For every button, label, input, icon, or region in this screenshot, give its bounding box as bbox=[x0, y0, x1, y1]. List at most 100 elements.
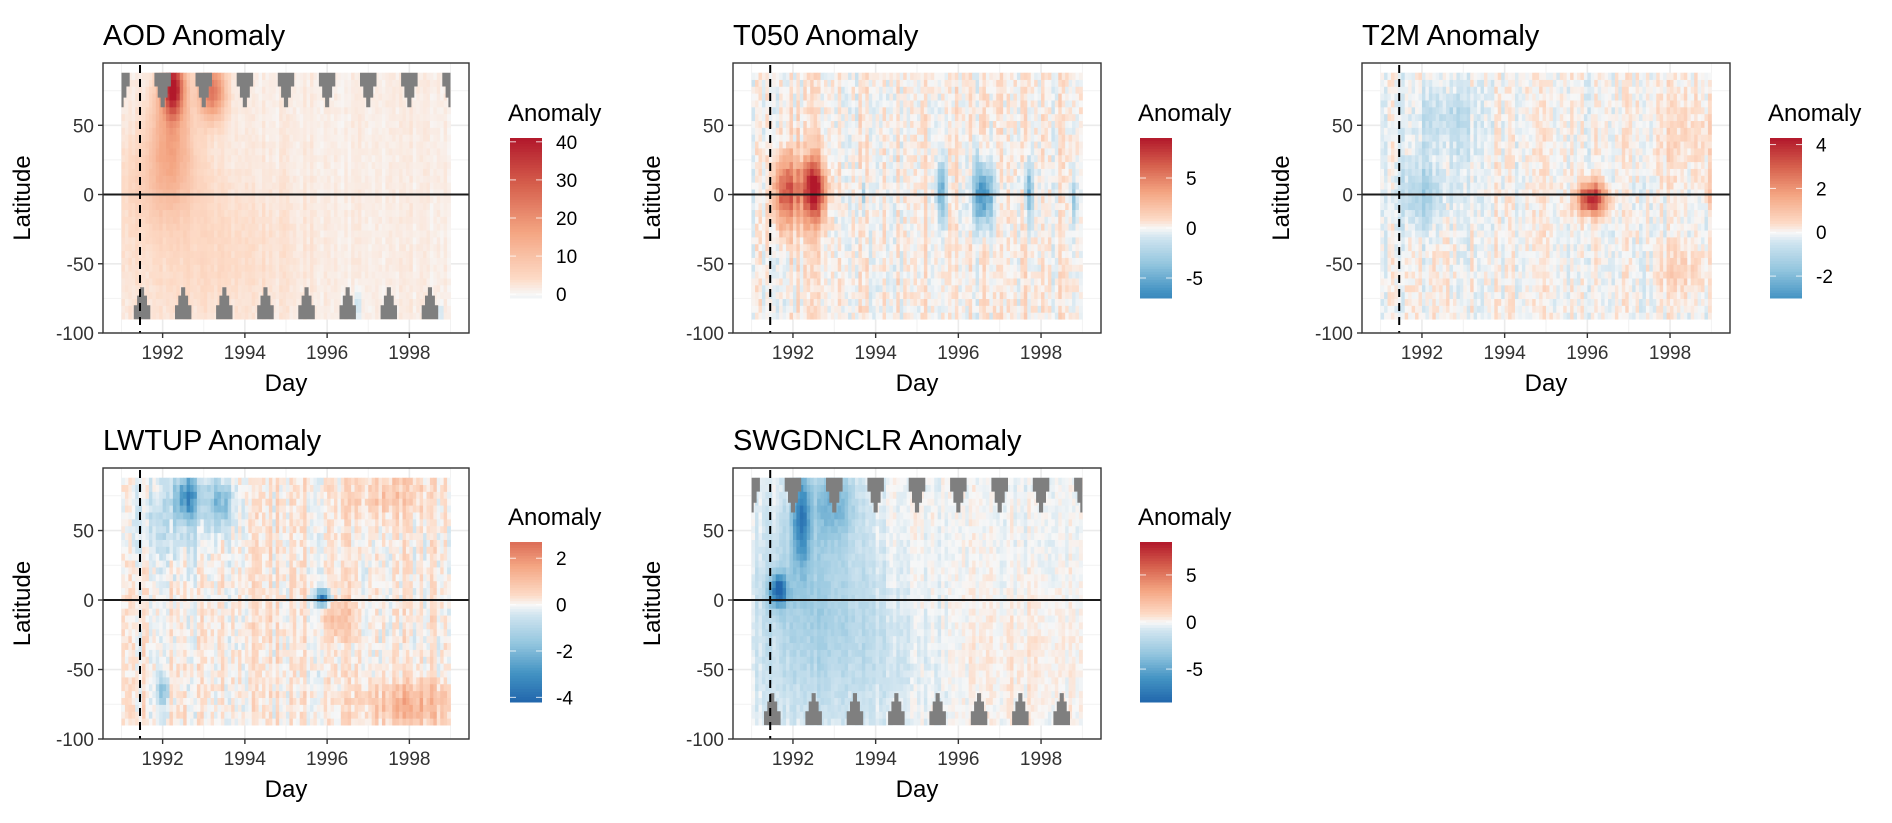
heatmap-cell bbox=[779, 278, 784, 286]
heatmap-cell bbox=[241, 284, 246, 293]
heatmap-cell bbox=[882, 284, 887, 293]
heatmap-cell bbox=[385, 79, 390, 87]
heatmap-cell bbox=[786, 195, 790, 204]
heatmap-cell bbox=[238, 202, 242, 211]
heatmap-cell bbox=[275, 209, 280, 217]
heatmap-cell bbox=[364, 113, 369, 122]
heatmap-cell bbox=[159, 250, 164, 258]
heatmap-cell bbox=[159, 195, 164, 204]
heatmap-cell bbox=[786, 113, 790, 122]
heatmap-cell bbox=[333, 291, 338, 300]
heatmap-cell bbox=[395, 216, 400, 224]
heatmap-cell bbox=[159, 148, 164, 156]
heatmap-cell bbox=[782, 291, 787, 300]
heatmap-cell bbox=[378, 100, 383, 108]
heatmap-cell bbox=[292, 216, 297, 224]
heatmap-cell bbox=[214, 264, 218, 272]
heatmap-cell bbox=[388, 230, 393, 238]
heatmap-cell bbox=[238, 230, 242, 238]
heatmap-cell bbox=[806, 230, 811, 238]
heatmap-cell bbox=[135, 257, 140, 265]
heatmap-cell bbox=[381, 134, 386, 142]
heatmap-cell bbox=[872, 161, 877, 169]
heatmap-cell bbox=[879, 250, 883, 258]
heatmap-cell bbox=[333, 250, 338, 258]
heatmap-cell bbox=[872, 93, 877, 101]
heatmap-cell bbox=[409, 113, 414, 122]
heatmap-cell bbox=[868, 284, 873, 293]
heatmap-cell bbox=[364, 154, 369, 163]
heatmap-cell bbox=[268, 93, 273, 101]
heatmap-cell bbox=[217, 148, 222, 156]
heatmap-cell bbox=[227, 113, 232, 122]
heatmap-cell bbox=[810, 223, 815, 231]
heatmap-cell bbox=[820, 72, 825, 80]
heatmap-cell bbox=[405, 278, 410, 286]
heatmap-cell bbox=[861, 312, 866, 320]
heatmap-cell bbox=[440, 182, 445, 190]
heatmap-cell bbox=[148, 264, 153, 272]
heatmap-cell bbox=[203, 175, 208, 183]
heatmap-cell bbox=[813, 209, 818, 217]
heatmap-cell bbox=[882, 257, 887, 265]
heatmap-cell bbox=[440, 264, 445, 272]
heatmap-cell bbox=[765, 189, 770, 197]
heatmap-cell bbox=[803, 209, 808, 217]
heatmap-cell bbox=[162, 305, 167, 313]
heatmap-cell bbox=[196, 148, 201, 156]
x-tick-label: 1998 bbox=[388, 343, 430, 364]
heatmap-cell bbox=[179, 189, 184, 197]
heatmap-cell bbox=[207, 278, 212, 286]
heatmap-cell bbox=[861, 161, 866, 169]
heatmap-cell bbox=[399, 168, 403, 176]
heatmap-cell bbox=[214, 175, 218, 183]
heatmap-cell bbox=[375, 182, 379, 190]
heatmap-cell bbox=[241, 271, 246, 279]
heatmap-cell bbox=[145, 291, 150, 300]
heatmap-cell bbox=[303, 216, 307, 224]
heatmap-cell bbox=[803, 202, 808, 211]
heatmap-cell bbox=[347, 243, 352, 252]
heatmap-cell bbox=[337, 195, 342, 204]
heatmap-cell bbox=[775, 298, 780, 306]
heatmap-cell bbox=[227, 278, 232, 286]
heatmap-cell bbox=[751, 120, 756, 128]
heatmap-cell bbox=[179, 100, 184, 108]
heatmap-cell bbox=[159, 154, 164, 163]
heatmap-cell bbox=[412, 127, 417, 135]
heatmap-cell bbox=[299, 230, 304, 238]
heatmap-cell bbox=[844, 141, 849, 149]
heatmap-cell bbox=[786, 189, 790, 197]
heatmap-cell bbox=[385, 237, 390, 245]
heatmap-cell bbox=[875, 237, 880, 245]
heatmap-cell bbox=[121, 148, 126, 156]
heatmap-cell bbox=[872, 120, 877, 128]
heatmap-cell bbox=[138, 86, 143, 94]
heatmap-cell bbox=[354, 72, 359, 80]
heatmap-cell bbox=[371, 106, 376, 115]
heatmap-cell bbox=[296, 271, 301, 279]
heatmap-cell bbox=[381, 100, 386, 108]
heatmap-cell bbox=[361, 182, 366, 190]
heatmap-cell bbox=[131, 291, 136, 300]
heatmap-cell bbox=[148, 106, 153, 115]
heatmap-cell bbox=[879, 230, 883, 238]
heatmap-cell bbox=[183, 223, 188, 231]
heatmap-cell bbox=[402, 243, 407, 252]
heatmap-cell bbox=[361, 168, 366, 176]
heatmap-cell bbox=[313, 250, 318, 258]
heatmap-cell bbox=[231, 195, 235, 204]
heatmap-cell bbox=[203, 120, 208, 128]
heatmap-cell bbox=[827, 250, 832, 258]
heatmap-cell bbox=[851, 148, 856, 156]
heatmap-cell bbox=[851, 298, 856, 306]
heatmap-cell bbox=[166, 161, 170, 169]
heatmap-cell bbox=[238, 154, 242, 163]
heatmap-cell bbox=[142, 120, 146, 128]
heatmap-cell bbox=[861, 195, 866, 204]
heatmap-cell bbox=[323, 141, 328, 149]
heatmap-cell bbox=[196, 243, 201, 252]
heatmap-cell bbox=[265, 257, 270, 265]
heatmap-cell bbox=[412, 284, 417, 293]
heatmap-cell bbox=[827, 216, 832, 224]
